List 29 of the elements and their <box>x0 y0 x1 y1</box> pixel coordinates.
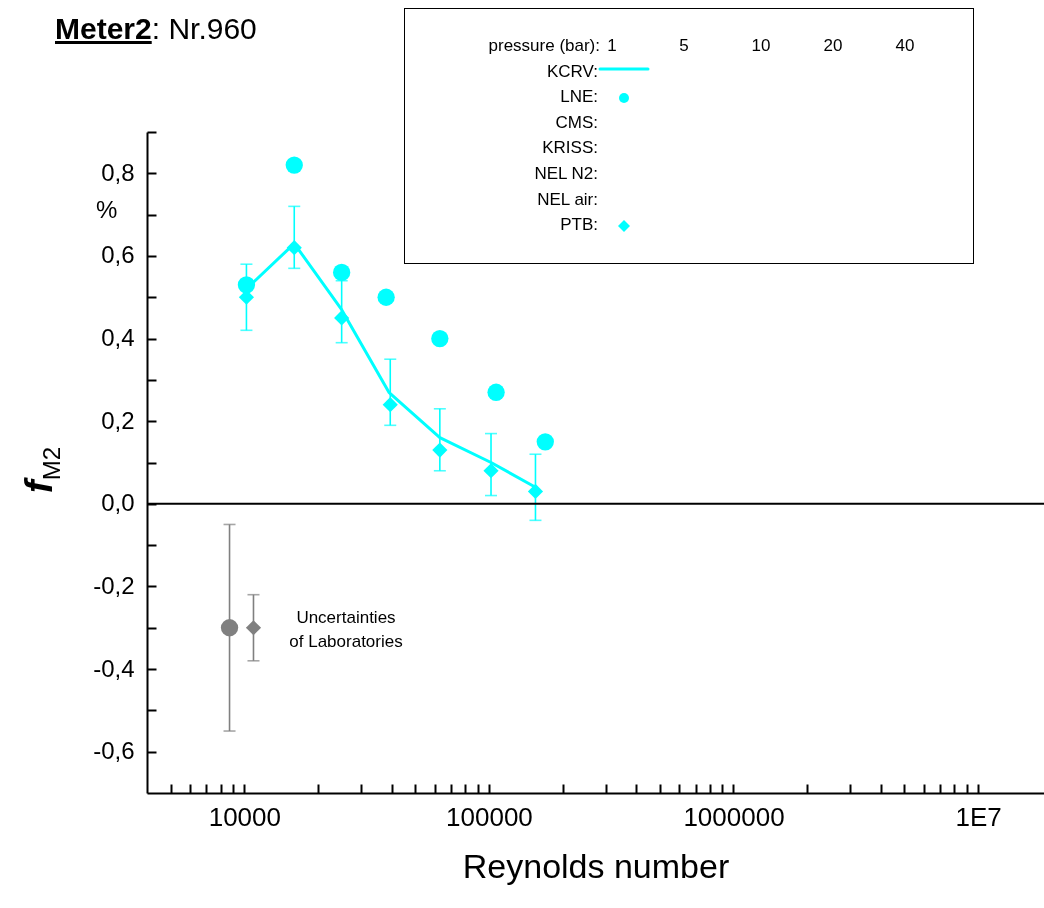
text: NEL air: <box>536 188 598 211</box>
legend-label: PTB: <box>559 214 598 237</box>
y-tick-label: 0,4 <box>101 324 135 352</box>
x-tick-label: 100000 <box>446 801 533 832</box>
x-axis-title: Reynolds number <box>462 846 730 885</box>
text: 1 <box>607 35 617 57</box>
x-tick-label: 1E7 <box>955 801 1002 832</box>
text: 40 <box>895 35 915 57</box>
y-tick-label: 0,6 <box>101 241 135 269</box>
y-tick-label: 0,8 <box>101 158 135 186</box>
text: KRISS: <box>541 137 598 160</box>
y-tick-label: 0,0 <box>101 489 135 517</box>
x-tick-label: 1000000 <box>683 801 785 832</box>
y-tick-label: -0,2 <box>93 571 135 599</box>
y-tick-label: -0,6 <box>93 737 135 765</box>
legend-label: KCRV: <box>545 60 598 83</box>
legend-title: pressure (bar): <box>487 35 600 57</box>
text: CMS: <box>554 111 598 134</box>
chart-title: Meter2: Nr.960 <box>55 12 257 46</box>
text: NEL N2: <box>533 163 598 185</box>
text: % <box>96 196 118 224</box>
y-tick-label: -0,4 <box>93 654 135 682</box>
legend-label: LNE: <box>559 86 598 109</box>
text: 5 <box>679 35 689 57</box>
annotation: Uncertainties of Laboratories <box>289 607 403 653</box>
text: 10 <box>751 35 771 57</box>
x-tick-label: 10000 <box>208 801 281 832</box>
text: 20 <box>823 35 843 57</box>
y-tick-label: 0,2 <box>101 406 135 434</box>
